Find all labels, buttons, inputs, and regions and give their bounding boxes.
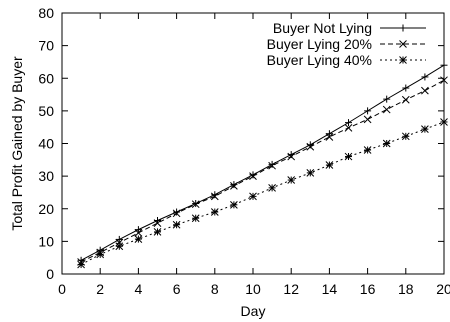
data-point-x (134, 229, 143, 237)
data-point-x (401, 95, 410, 104)
data-point-x (363, 115, 372, 124)
legend-item: Buyer Not Lying (273, 20, 426, 36)
data-point-plus (440, 61, 448, 69)
data-point-x (306, 142, 315, 151)
data-point-star (77, 260, 85, 269)
data-point-star (134, 235, 143, 243)
series-layer (77, 61, 448, 269)
y-tick-label: 20 (38, 201, 54, 217)
data-point-star (401, 132, 410, 141)
x-tick-label: 10 (245, 281, 261, 297)
data-point-star (153, 228, 162, 236)
data-point-x (268, 161, 276, 170)
data-point-star (287, 176, 296, 184)
x-tick-label: 20 (436, 281, 450, 297)
data-point-star (363, 146, 372, 154)
data-point-star (172, 220, 181, 229)
y-axis-ticks: 0 10 20 30 40 50 60 70 80 (38, 5, 444, 282)
x-tick-label: 6 (173, 281, 181, 297)
x-tick-label: 16 (360, 281, 376, 297)
data-point-x (210, 192, 219, 201)
legend-label: Buyer Not Lying (273, 20, 372, 36)
y-tick-label: 40 (38, 136, 54, 152)
y-tick-label: 10 (38, 233, 54, 249)
series-line (80, 64, 445, 261)
series-3 (77, 118, 448, 269)
data-point-star (325, 161, 334, 169)
data-point-star (115, 242, 124, 251)
y-tick-label: 0 (46, 266, 54, 282)
x-axis-title: Day (241, 303, 266, 319)
data-point-star (96, 250, 105, 259)
y-tick-label: 30 (38, 168, 54, 184)
x-tick-label: 2 (96, 281, 104, 297)
y-tick-label: 50 (38, 103, 54, 119)
data-point-plus (383, 95, 391, 103)
data-point-star (399, 56, 407, 64)
data-point-plus (230, 181, 238, 189)
data-point-star (421, 125, 429, 133)
data-point-plus (421, 73, 429, 81)
x-tick-label: 12 (283, 281, 299, 297)
data-point-star (230, 200, 238, 209)
x-tick-label: 4 (135, 281, 143, 297)
data-point-x (382, 105, 391, 114)
data-point-plus (173, 208, 181, 216)
y-tick-label: 80 (38, 5, 54, 21)
data-point-x (399, 40, 407, 48)
data-point-x (287, 152, 296, 161)
data-point-star (249, 192, 257, 201)
data-point-plus (134, 226, 142, 234)
series-line (80, 79, 445, 263)
data-point-star (210, 208, 219, 216)
series-line (80, 121, 445, 265)
series-2 (77, 76, 448, 266)
data-point-star (268, 184, 276, 192)
data-point-x (421, 86, 429, 95)
x-tick-label: 8 (211, 281, 219, 297)
data-point-x (172, 209, 181, 218)
data-point-x (344, 123, 353, 132)
data-point-x (230, 182, 238, 190)
x-tick-label: 14 (322, 281, 338, 297)
y-tick-label: 70 (38, 38, 54, 54)
data-point-star (440, 118, 448, 126)
x-tick-label: 0 (58, 281, 66, 297)
data-point-star (306, 169, 315, 177)
data-point-star (191, 214, 200, 223)
x-axis-ticks: 0 2 4 6 8 10 12 14 16 18 20 (58, 13, 450, 297)
legend-label: Buyer Lying 20% (267, 36, 372, 52)
data-point-plus (345, 119, 352, 127)
data-point-plus (399, 24, 407, 32)
legend-item: Buyer Lying 20% (267, 36, 426, 52)
data-point-plus (325, 130, 333, 138)
x-tick-label: 18 (398, 281, 414, 297)
data-point-plus (115, 235, 123, 243)
data-point-star (344, 152, 353, 161)
y-axis-title: Total Profit Gained by Buyer (9, 56, 25, 231)
legend-item: Buyer Lying 40% (267, 52, 426, 68)
legend-label: Buyer Lying 40% (267, 52, 372, 68)
data-point-x (153, 219, 162, 227)
data-point-star (382, 139, 391, 148)
series-1 (77, 61, 448, 264)
data-point-plus (402, 84, 410, 92)
data-point-x (249, 172, 257, 180)
data-point-x (191, 200, 200, 209)
data-point-plus (364, 107, 372, 115)
data-point-x (440, 76, 448, 85)
data-point-x (325, 133, 334, 141)
y-tick-label: 60 (38, 70, 54, 86)
